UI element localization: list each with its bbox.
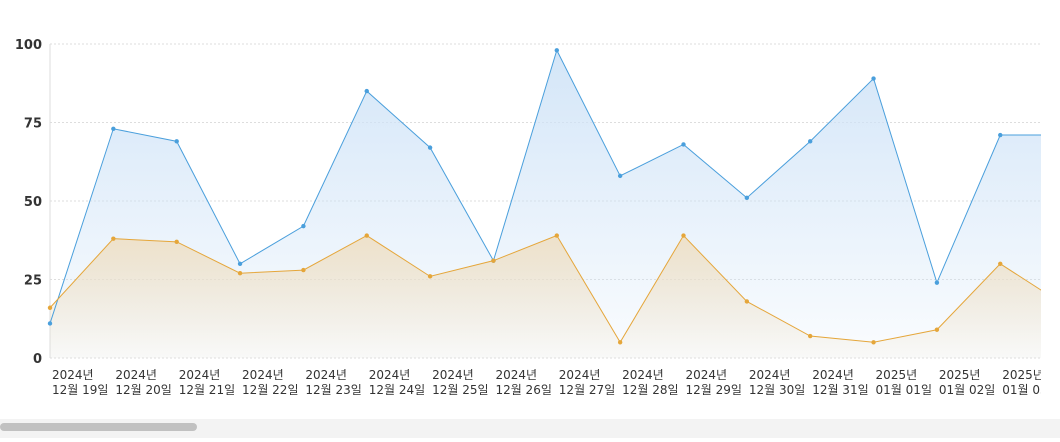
point	[934, 327, 940, 332]
point	[934, 280, 940, 285]
point	[681, 233, 686, 238]
y-tick-label: 0	[33, 352, 42, 367]
x-tick-label: 2024년	[495, 368, 537, 382]
area-fill	[50, 235, 1041, 358]
point	[47, 305, 53, 310]
x-tick-label: 12월 31일	[812, 383, 868, 397]
y-tick-label: 50	[24, 195, 42, 210]
y-tick-label: 100	[15, 38, 42, 53]
x-tick-label: 01월 01일	[876, 383, 932, 397]
x-tick-label: 2024년	[305, 368, 347, 382]
point	[871, 340, 876, 345]
x-tick-label: 2024년	[559, 368, 601, 382]
x-tick-label: 2025년	[876, 368, 918, 382]
point	[111, 236, 116, 241]
point	[617, 173, 623, 179]
x-tick-label: 2025년	[1002, 368, 1044, 382]
point	[174, 239, 179, 245]
x-tick-label: 12월 29일	[686, 383, 742, 397]
point	[491, 258, 496, 263]
x-tick-label: 2024년	[812, 368, 854, 382]
point	[681, 142, 686, 147]
x-tick-label: 2025년	[939, 368, 981, 382]
point	[998, 261, 1003, 266]
point	[554, 48, 559, 53]
y-tick-label: 25	[24, 274, 42, 289]
x-tick-label: 01월 03일	[1002, 383, 1058, 397]
point	[301, 223, 306, 229]
x-tick-label: 12월 19일	[52, 383, 108, 397]
x-tick-label: 2024년	[52, 368, 94, 382]
scrollbar-track	[0, 419, 1060, 438]
x-tick-label: 2024년	[242, 368, 284, 382]
point	[617, 340, 623, 345]
x-tick-label: 12월 21일	[179, 383, 235, 397]
point	[237, 271, 243, 276]
x-tick-label: 2024년	[369, 368, 411, 382]
point	[808, 333, 813, 339]
point	[744, 299, 750, 304]
x-tick-label: 2024년	[622, 368, 664, 382]
x-tick-label: 2024년	[115, 368, 157, 382]
point	[111, 126, 116, 131]
x-tick-label: 12월 25일	[432, 383, 488, 397]
x-tick-label: 2024년	[686, 368, 728, 382]
x-tick-label: 12월 22일	[242, 383, 298, 397]
x-tick-label: 12월 23일	[305, 383, 361, 397]
x-tick-label: 2024년	[179, 368, 221, 382]
point	[554, 233, 559, 238]
x-tick-label: 2024년	[432, 368, 474, 382]
point	[364, 88, 369, 94]
x-tick-label: 01월 02일	[939, 383, 995, 397]
point	[871, 76, 876, 81]
point	[427, 274, 433, 279]
point	[301, 267, 306, 273]
point	[808, 139, 813, 144]
point	[998, 132, 1003, 138]
point	[47, 321, 53, 326]
x-tick-label: 12월 30일	[749, 383, 805, 397]
point	[364, 233, 369, 238]
x-tick-label: 12월 26일	[495, 383, 551, 397]
x-tick-label: 12월 24일	[369, 383, 425, 397]
x-tick-label: 12월 20일	[115, 383, 171, 397]
y-tick-label: 75	[24, 117, 42, 132]
x-tick-label: 12월 27일	[559, 383, 615, 397]
point	[237, 261, 243, 266]
scrollbar-thumb[interactable]	[0, 423, 197, 431]
x-tick-label: 2024년	[749, 368, 791, 382]
x-tick-label: 12월 28일	[622, 383, 678, 397]
point	[174, 139, 179, 144]
point	[744, 195, 750, 201]
point	[427, 145, 433, 150]
